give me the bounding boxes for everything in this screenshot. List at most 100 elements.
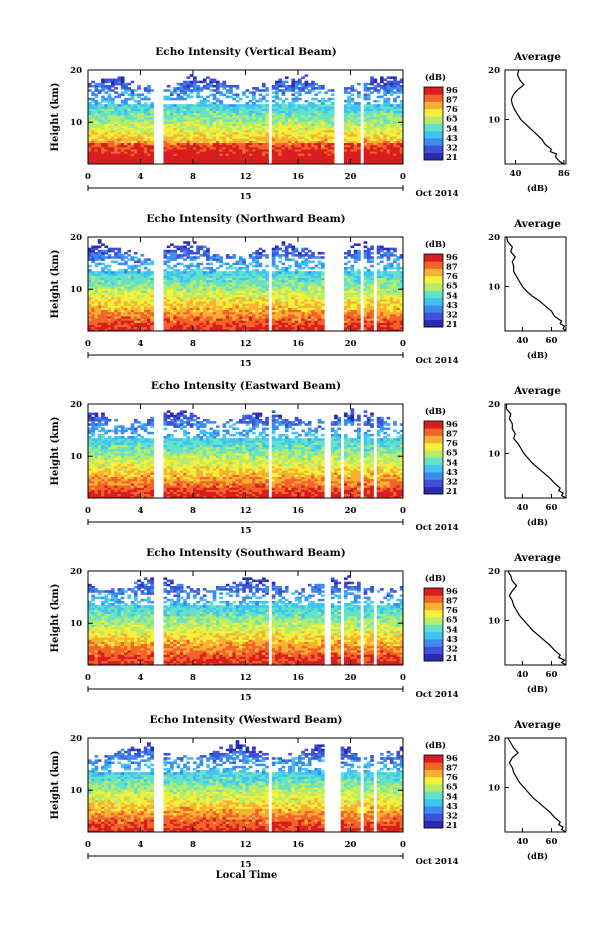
heatmap-cell xyxy=(124,121,128,124)
heatmap-cell xyxy=(298,149,302,152)
heatmap-cell xyxy=(196,80,200,84)
heatmap-cell xyxy=(222,159,227,163)
heatmap-cell xyxy=(114,159,118,163)
heatmap-cell xyxy=(189,309,194,313)
heatmap-cell xyxy=(291,80,296,84)
heatmap-cell xyxy=(278,104,282,107)
heatmap-cell xyxy=(298,125,302,129)
heatmap-cell xyxy=(193,298,197,302)
heatmap-cell xyxy=(117,112,122,116)
heatmap-cell xyxy=(137,288,141,291)
heatmap-cell xyxy=(212,271,217,274)
heatmap-cell xyxy=(124,322,128,325)
heatmap-cell xyxy=(215,157,220,161)
heatmap-cell xyxy=(140,273,145,276)
heatmap-cell xyxy=(97,110,102,114)
heatmap-cell xyxy=(284,161,289,165)
heatmap-cell xyxy=(399,114,404,118)
heatmap-cell xyxy=(179,157,184,161)
heatmap-cell xyxy=(101,89,105,92)
heatmap-cell xyxy=(166,110,171,114)
heatmap-cell xyxy=(110,131,115,135)
heatmap-cell xyxy=(130,153,135,156)
heatmap-cell xyxy=(147,324,151,328)
heatmap-cell xyxy=(140,97,145,101)
heatmap-cell xyxy=(212,104,217,107)
heatmap-cell xyxy=(281,114,286,118)
heatmap-cell xyxy=(357,134,361,137)
heatmap-cell xyxy=(389,151,394,154)
heatmap-cell xyxy=(383,112,387,116)
heatmap-cell xyxy=(284,155,289,158)
heatmap-cell xyxy=(140,298,145,302)
heatmap-cell xyxy=(166,149,171,152)
heatmap-cell xyxy=(212,102,217,105)
heatmap-cell xyxy=(101,153,105,156)
heatmap-cell xyxy=(366,89,371,92)
heatmap-cell xyxy=(248,110,253,114)
heatmap-cell xyxy=(366,119,371,122)
heatmap-cell xyxy=(101,305,105,308)
heatmap-cell xyxy=(117,328,122,332)
heatmap-cell xyxy=(150,324,155,328)
average-x-tick-label: 86 xyxy=(558,169,570,179)
heatmap-cell xyxy=(110,273,115,276)
heatmap-cell xyxy=(232,159,237,163)
heatmap-cell xyxy=(301,142,305,146)
heatmap-cell xyxy=(376,144,381,148)
heatmap-cell xyxy=(386,127,391,131)
heatmap-cell xyxy=(314,138,319,141)
heatmap-cell xyxy=(252,161,256,165)
heatmap-cell xyxy=(215,301,220,304)
heatmap-cell xyxy=(252,127,256,131)
heatmap-cell xyxy=(245,108,250,111)
heatmap-cell xyxy=(147,84,151,88)
heatmap-cell xyxy=(147,279,151,283)
heatmap-cell xyxy=(209,256,214,259)
heatmap-cell xyxy=(196,140,200,144)
heatmap-cell xyxy=(196,245,200,249)
heatmap-cell xyxy=(383,99,387,103)
heatmap-cell xyxy=(104,245,109,249)
heatmap-cell xyxy=(215,309,220,313)
heatmap-cell xyxy=(202,159,207,163)
heatmap-cell xyxy=(88,273,92,276)
heatmap-cell xyxy=(120,87,125,90)
heatmap-cell xyxy=(291,84,296,88)
heatmap-cell xyxy=(386,76,391,79)
heatmap-cell xyxy=(284,157,289,161)
heatmap-cell xyxy=(291,97,296,101)
heatmap-cell xyxy=(294,140,299,144)
heatmap-cell xyxy=(176,93,181,97)
heatmap-cell xyxy=(399,157,404,161)
heatmap-cell xyxy=(189,290,194,293)
heatmap-cell xyxy=(393,119,397,122)
heatmap-cell xyxy=(248,161,253,165)
heatmap-cell xyxy=(88,290,92,293)
heatmap-cell xyxy=(278,108,282,111)
heatmap-cell xyxy=(271,87,276,90)
heatmap-cell xyxy=(101,256,105,259)
heatmap-cell xyxy=(304,91,309,94)
heatmap-cell xyxy=(186,298,191,302)
heatmap-cell xyxy=(179,134,184,137)
heatmap-cell xyxy=(212,316,217,319)
heatmap-cell xyxy=(307,121,312,124)
heatmap-cell xyxy=(133,136,138,139)
heatmap-cell xyxy=(219,301,223,304)
heatmap-cell xyxy=(130,155,135,158)
heatmap-cell xyxy=(170,286,174,289)
heatmap-cell xyxy=(110,119,115,122)
heatmap-cell xyxy=(304,112,309,116)
heatmap-cell xyxy=(163,284,168,287)
heatmap-cell xyxy=(258,159,263,163)
heatmap-cell xyxy=(380,146,384,150)
heatmap-cell xyxy=(130,279,135,283)
heatmap-cell xyxy=(137,275,141,278)
heatmap-cell xyxy=(301,82,305,86)
heatmap-cell xyxy=(291,155,296,158)
heatmap-cell xyxy=(353,138,358,141)
heatmap-cell xyxy=(242,108,246,111)
heatmap-cell xyxy=(193,318,197,321)
heatmap-cell xyxy=(209,89,214,92)
